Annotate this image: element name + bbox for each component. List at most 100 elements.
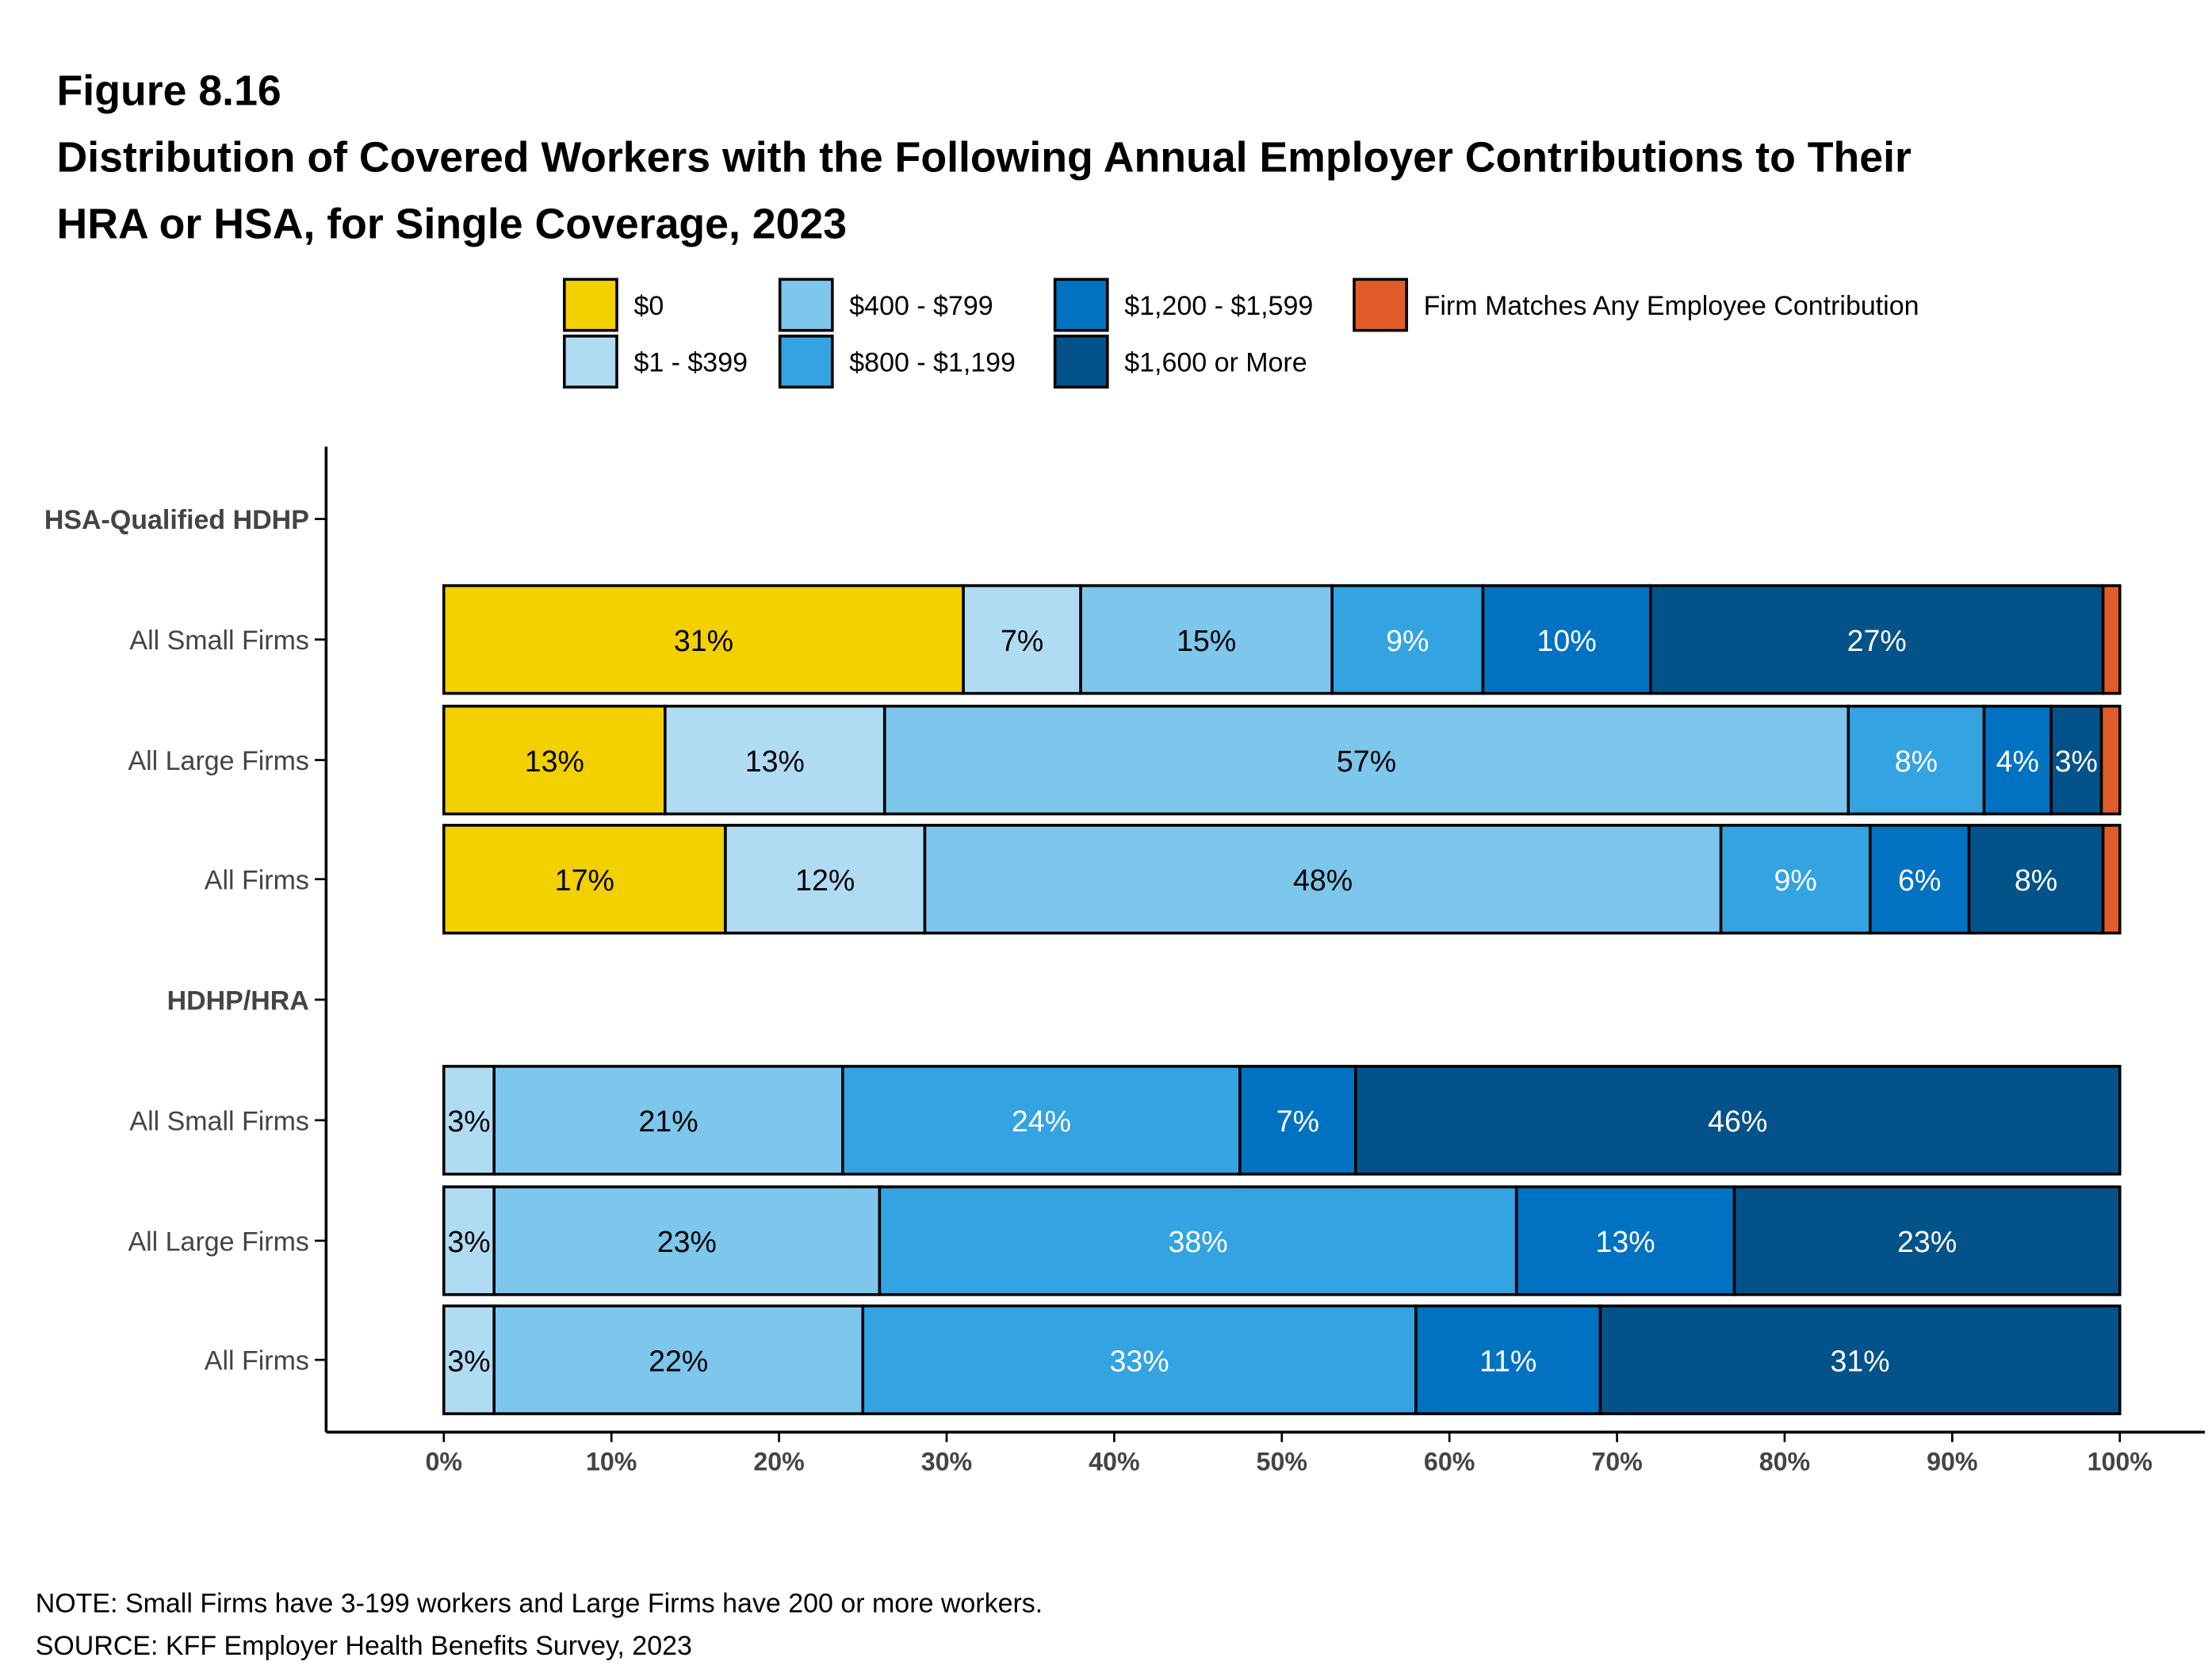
data-label: 33%: [1110, 1344, 1169, 1377]
group-label: HSA-Qualified HDHP: [44, 505, 309, 535]
data-label: 46%: [1708, 1104, 1767, 1138]
x-tick-label: 90%: [1927, 1448, 1977, 1476]
data-label: 27%: [1847, 624, 1907, 657]
data-label: 23%: [1897, 1225, 1957, 1258]
bar-segment: [724, 824, 927, 935]
bar-segment: [492, 1304, 865, 1415]
bar-segment: [2099, 704, 2122, 816]
data-label: 9%: [1774, 863, 1817, 897]
legend-swatch: [563, 278, 618, 332]
x-tick-label: 10%: [586, 1448, 637, 1476]
bar-segment: [2049, 704, 2103, 816]
data-label: 3%: [447, 1225, 490, 1258]
data-label: 4%: [1996, 744, 2039, 778]
bar-segment: [841, 1065, 1242, 1176]
data-label: 24%: [1012, 1104, 1071, 1138]
legend-swatch: [778, 335, 834, 389]
row-label: All Small Firms: [129, 1106, 308, 1136]
bar-segment: [492, 1185, 882, 1296]
data-label: 57%: [1337, 744, 1396, 778]
legend-swatch: [1353, 278, 1408, 332]
bar-segment: [442, 584, 965, 695]
bar-segment: [1353, 1065, 2122, 1176]
footnote-note: NOTE: Small Firms have 3-199 workers and…: [36, 1588, 1043, 1618]
data-label: 13%: [525, 744, 584, 778]
data-label: 13%: [1596, 1225, 1655, 1258]
data-label: 9%: [1386, 624, 1429, 657]
row-label: All Large Firms: [128, 746, 308, 776]
row-label: All Firms: [205, 865, 309, 895]
bar-segment: [1079, 584, 1334, 695]
bar-segment: [1847, 704, 1986, 816]
bar-segment: [1982, 704, 2053, 816]
footnote-source: SOURCE: KFF Employer Health Benefits Sur…: [36, 1631, 692, 1661]
data-label: 13%: [745, 744, 805, 778]
bar-segment: [1967, 824, 2105, 935]
bar-segment: [2101, 584, 2122, 695]
bar-segment: [1649, 584, 2105, 695]
legend-swatch: [1053, 335, 1109, 389]
x-tick-label: 0%: [426, 1448, 463, 1476]
legend-label: $400 - $799: [849, 291, 993, 321]
x-tick-label: 80%: [1759, 1448, 1810, 1476]
legend-swatch: [1053, 278, 1109, 332]
x-tick-label: 40%: [1089, 1448, 1139, 1476]
bar-segment: [442, 1185, 496, 1296]
data-label: 12%: [795, 863, 855, 897]
data-label: 21%: [638, 1104, 698, 1138]
data-label: 31%: [1831, 1344, 1890, 1377]
data-label: 7%: [1276, 1104, 1319, 1138]
data-label: 23%: [657, 1225, 717, 1258]
legend-swatch: [778, 278, 834, 332]
data-label: 10%: [1537, 624, 1597, 657]
legend-label: $800 - $1,199: [849, 348, 1016, 378]
bar-segment: [442, 824, 727, 935]
bar-segment: [1330, 584, 1485, 695]
data-label: 48%: [1293, 863, 1353, 897]
data-label: 3%: [447, 1104, 490, 1138]
bar-segment: [861, 1304, 1418, 1415]
data-label: 8%: [1895, 744, 1938, 778]
plot-area: HSA-Qualified HDHP All Small Firms 31% 7% 15…: [44, 446, 2206, 1476]
bar-segment: [962, 584, 1082, 695]
group-label: HDHP/HRA: [167, 986, 309, 1016]
legend-label: Firm Matches Any Employee Contribution: [1424, 291, 1919, 321]
data-label: 3%: [447, 1344, 490, 1377]
x-tick-label: 60%: [1424, 1448, 1475, 1476]
data-label: 8%: [2015, 863, 2057, 897]
bar-segment: [1598, 1304, 2122, 1415]
x-tick-label: 30%: [921, 1448, 972, 1476]
x-tick-label: 20%: [753, 1448, 804, 1476]
row-label: All Small Firms: [129, 626, 308, 656]
bar-segment: [1414, 1304, 1602, 1415]
legend-label: $0: [633, 291, 664, 321]
data-label: 17%: [555, 863, 614, 897]
x-tick-label: 70%: [1591, 1448, 1642, 1476]
x-tick-label: 100%: [2088, 1448, 2153, 1476]
chart-title-line2: HRA or HSA, for Single Coverage, 2023: [57, 200, 848, 247]
legend-label: $1,200 - $1,599: [1124, 291, 1313, 321]
data-label: 6%: [1898, 863, 1941, 897]
data-label: 15%: [1177, 624, 1236, 657]
legend-swatch: [563, 335, 618, 389]
bar-segment: [2101, 824, 2122, 935]
legend-label: $1,600 or More: [1124, 348, 1307, 378]
chart-title-line1: Distribution of Covered Workers with the…: [57, 133, 1912, 181]
data-label: 3%: [2055, 744, 2098, 778]
figure-label: Figure 8.16: [57, 67, 281, 114]
bar-segment: [882, 704, 1850, 816]
legend-label: $1 - $399: [633, 348, 748, 378]
data-label: 31%: [674, 624, 733, 657]
row-label: All Firms: [205, 1346, 309, 1376]
data-label: 38%: [1168, 1225, 1227, 1258]
bar-segment: [878, 1185, 1518, 1296]
bar-segment: [1732, 1185, 2122, 1296]
data-label: 11%: [1479, 1344, 1537, 1377]
row-label: All Large Firms: [128, 1227, 308, 1257]
bar-segment: [664, 704, 886, 816]
data-label: 22%: [649, 1344, 708, 1377]
data-label: 7%: [1001, 624, 1043, 657]
bar-segment: [442, 1304, 496, 1415]
x-tick-label: 50%: [1257, 1448, 1307, 1476]
